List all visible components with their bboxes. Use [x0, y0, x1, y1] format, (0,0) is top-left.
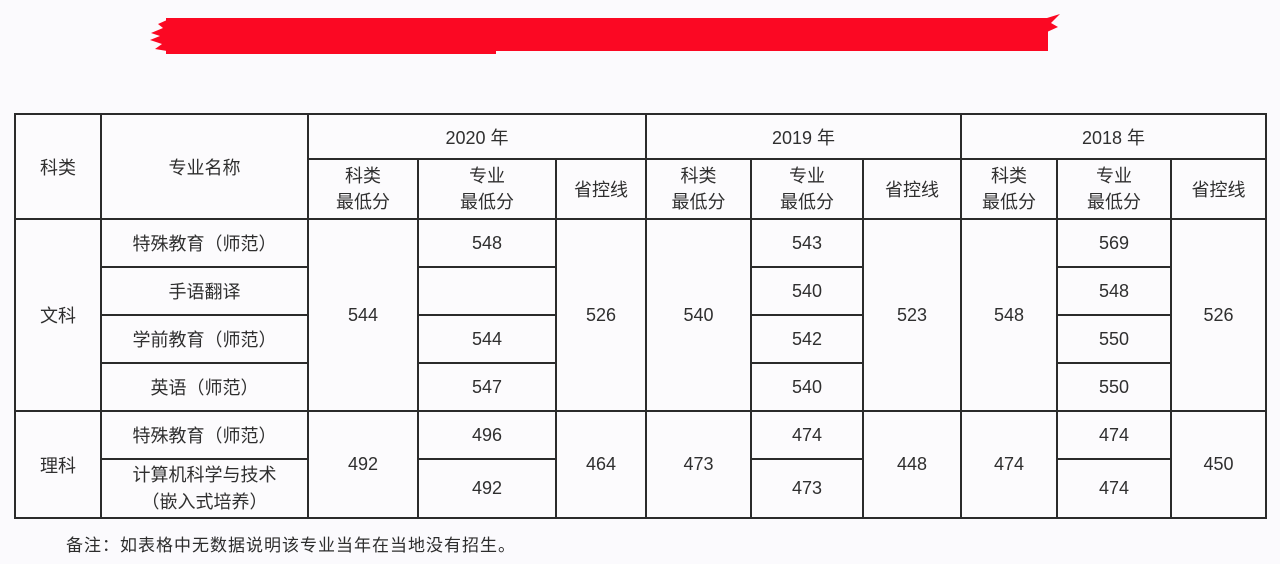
table-row: 理科 特殊教育（师范） 492 496 464 473 474 448 474 …: [14, 410, 1267, 519]
col-header-year-2018: 2018 年: [960, 113, 1267, 160]
score-cell: 474: [750, 410, 864, 460]
score-cell: 474: [1056, 410, 1172, 460]
admission-scores-table: 科类 专业名称 2020 年 2019 年 2018 年 科类 最低分 专业 最…: [14, 113, 1267, 519]
major-cell: 特殊教育（师范）: [100, 410, 309, 460]
score-cell: 548: [1056, 266, 1172, 316]
score-cell: 547: [417, 362, 557, 412]
table-row: 计算机科学与技术 （嵌入式培养） 492 473 474: [15, 458, 1266, 519]
subheader-2020-category-min: 科类 最低分: [307, 158, 419, 220]
major-cell: 计算机科学与技术 （嵌入式培养）: [100, 458, 309, 519]
score-cell: 474: [1056, 458, 1172, 519]
col-header-major: 专业名称: [100, 113, 309, 220]
table-row: 手语翻译 540 548: [15, 266, 1266, 316]
score-cell: 550: [1056, 362, 1172, 412]
subheader-2020-major-min: 专业 最低分: [417, 158, 557, 220]
subheader-2018-major-min: 专业 最低分: [1056, 158, 1172, 220]
score-cell: 492: [417, 458, 557, 519]
merged-score-cell: 523: [862, 218, 962, 412]
score-cell: 473: [750, 458, 864, 519]
subheader-2019-major-min: 专业 最低分: [750, 158, 864, 220]
header-row-years: 科类 专业名称 2020 年 2019 年 2018 年: [14, 113, 1267, 220]
major-cell: 手语翻译: [100, 266, 309, 316]
col-header-year-2019: 2019 年: [645, 113, 962, 160]
major-cell: 学前教育（师范）: [100, 314, 309, 364]
merged-score-cell: 548: [960, 218, 1058, 412]
merged-score-cell: 544: [307, 218, 419, 412]
score-cell: 569: [1056, 218, 1172, 268]
merged-score-cell: 526: [555, 218, 647, 412]
merged-score-cell: 492: [307, 410, 419, 519]
merged-score-cell: 448: [862, 410, 962, 519]
score-cell: 544: [417, 314, 557, 364]
score-cell: 548: [417, 218, 557, 268]
col-header-year-2020: 2020 年: [307, 113, 647, 160]
score-cell: 540: [750, 362, 864, 412]
score-cell: 496: [417, 410, 557, 460]
merged-score-cell: 474: [960, 410, 1058, 519]
score-cell: 540: [750, 266, 864, 316]
col-header-category: 科类: [14, 113, 102, 220]
major-cell: 特殊教育（师范）: [100, 218, 309, 268]
merged-score-cell: 473: [645, 410, 752, 519]
score-cell: 550: [1056, 314, 1172, 364]
banner-ragged-left-edge: [150, 20, 167, 51]
score-cell: 542: [750, 314, 864, 364]
score-cell: 543: [750, 218, 864, 268]
table-row: 学前教育（师范） 544 542 550: [15, 314, 1266, 364]
merged-score-cell: 464: [555, 410, 647, 519]
subheader-2018-province-line: 省控线: [1170, 158, 1267, 220]
footnote: 备注：如表格中无数据说明该专业当年在当地没有招生。: [66, 536, 516, 555]
category-cell-wenke: 文科: [14, 218, 102, 412]
merged-score-cell: 540: [645, 218, 752, 412]
table-row: 文科 特殊教育（师范） 544 548 526 540 543 523 548 …: [14, 218, 1267, 412]
banner-ragged-right-edge: [1047, 14, 1060, 32]
header-row-subcolumns: 科类 最低分 专业 最低分 省控线 科类 最低分 专业 最低分 省控线 科类 最…: [15, 158, 1267, 220]
major-cell: 英语（师范）: [100, 362, 309, 412]
subheader-2019-province-line: 省控线: [862, 158, 962, 220]
redacted-title-banner: [150, 14, 1060, 54]
table-row: 英语（师范） 547 540 550: [15, 362, 1266, 412]
subheader-2019-category-min: 科类 最低分: [645, 158, 752, 220]
merged-score-cell: 450: [1170, 410, 1267, 519]
merged-score-cell: 526: [1170, 218, 1267, 412]
subheader-2020-province-line: 省控线: [555, 158, 647, 220]
category-cell-like: 理科: [14, 410, 102, 519]
subheader-2018-category-min: 科类 最低分: [960, 158, 1058, 220]
score-cell-empty: [417, 266, 557, 316]
